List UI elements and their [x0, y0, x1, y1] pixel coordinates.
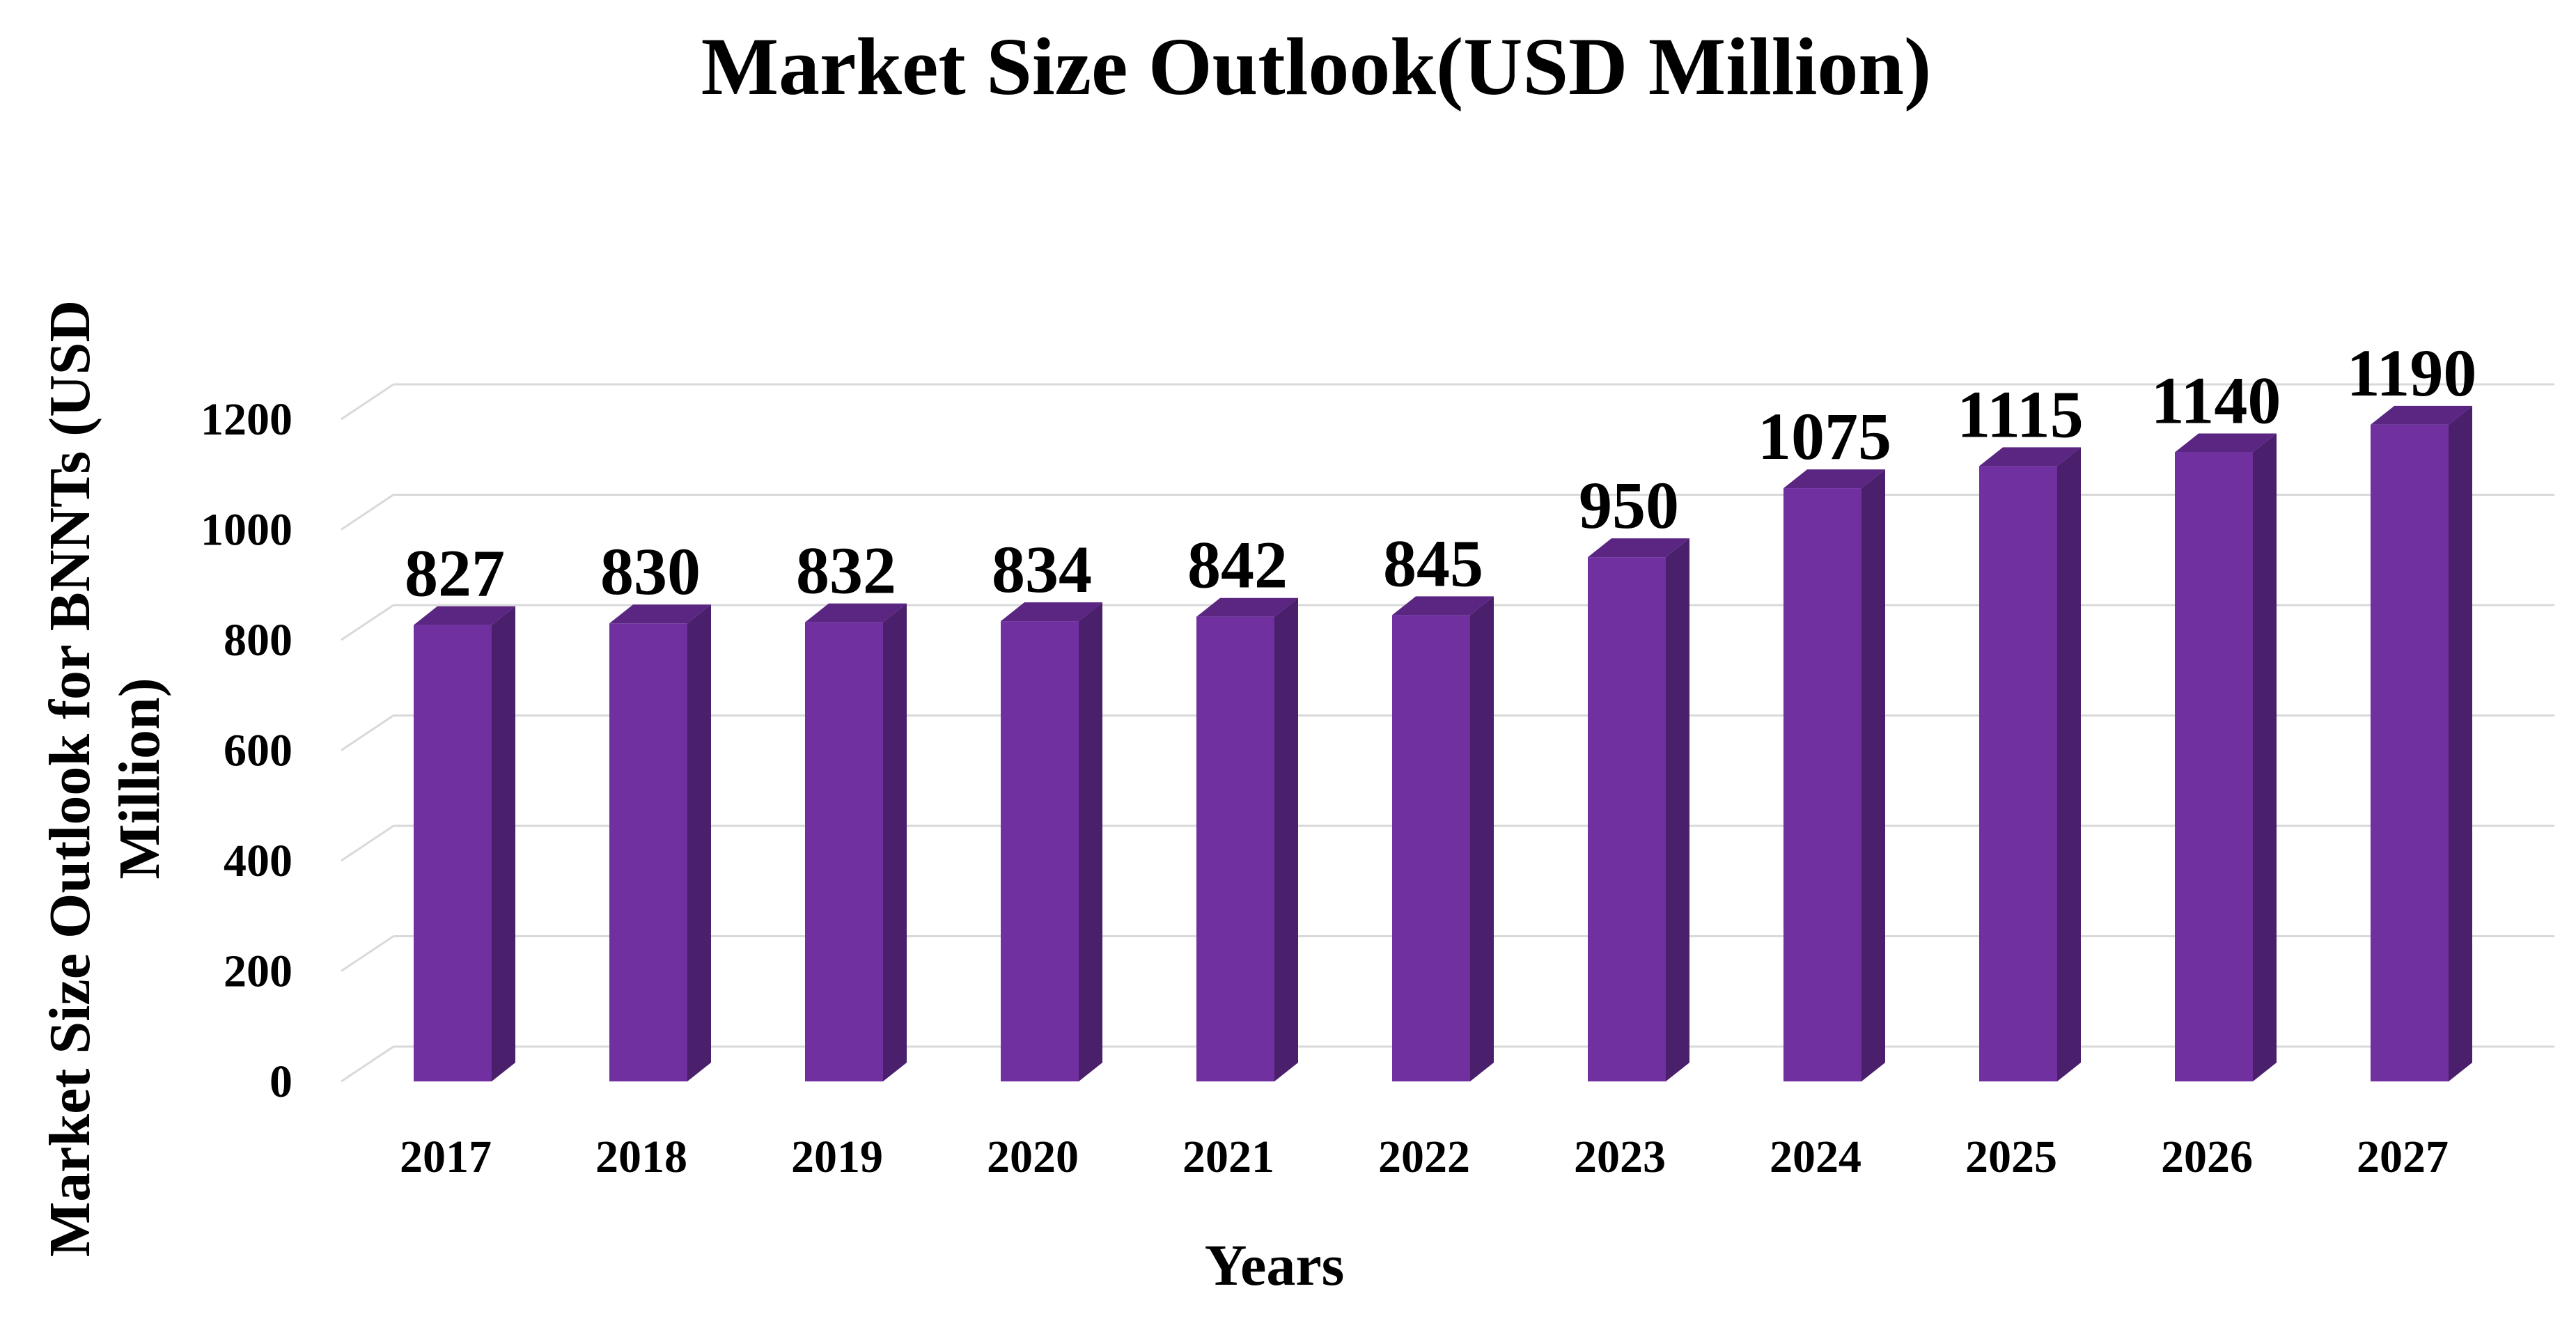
bar-front: [1196, 616, 1274, 1081]
y-axis-ticks: 0 200 400 600 800 1000 1200: [201, 394, 292, 1107]
bar-top: [414, 606, 515, 625]
gridline-depth: [341, 494, 394, 531]
bar-side: [883, 603, 907, 1081]
y-tick-label: 400: [224, 836, 292, 886]
x-tick-label: 2019: [791, 1132, 883, 1182]
x-tick-label: 2023: [1574, 1132, 1666, 1182]
bar-top: [1392, 596, 1494, 616]
bar: [1783, 469, 1885, 1081]
bar-front: [1588, 557, 1666, 1081]
bar-front: [805, 622, 883, 1081]
bar-top: [1196, 597, 1298, 617]
bar: [609, 604, 711, 1081]
y-tick-label: 1000: [201, 505, 292, 556]
bar-side: [687, 604, 711, 1081]
bar: [1392, 596, 1494, 1081]
x-tick-label: 2024: [1770, 1132, 1861, 1182]
data-label: 950: [1579, 468, 1679, 542]
bar-top: [2175, 433, 2277, 453]
bar-top: [2371, 405, 2472, 425]
gridline: [341, 383, 2554, 421]
x-tick-label: 2027: [2357, 1132, 2449, 1182]
bar-side: [2057, 447, 2081, 1081]
x-tick-label: 2017: [400, 1132, 492, 1182]
data-label: 845: [1383, 526, 1483, 600]
bar-front: [2371, 424, 2449, 1081]
bar-side: [1079, 602, 1102, 1081]
bar-top: [1001, 602, 1102, 622]
bar: [2175, 433, 2277, 1081]
chart-title: Market Size Outlook(USD Million): [701, 21, 1932, 112]
bar-side: [2253, 433, 2277, 1081]
bar: [2371, 405, 2472, 1081]
bar-side: [492, 606, 515, 1081]
y-tick-label: 0: [270, 1056, 292, 1107]
data-label: 1075: [1758, 399, 1891, 474]
gridline-depth: [341, 935, 394, 972]
data-label: 1115: [1957, 377, 2083, 451]
x-tick-label: 2026: [2161, 1132, 2253, 1182]
y-axis-title-line-2: Million): [107, 678, 172, 879]
bar-top: [609, 604, 711, 624]
bar-side: [2449, 405, 2472, 1081]
data-label: 830: [600, 534, 701, 609]
gridline-depth: [341, 604, 394, 641]
x-tick-label: 2021: [1182, 1132, 1274, 1182]
data-label: 842: [1187, 528, 1288, 602]
gridline-depth: [341, 714, 394, 751]
data-label: 832: [796, 533, 896, 608]
bar-top: [805, 603, 907, 623]
bar: [1979, 447, 2081, 1081]
bars: [414, 405, 2472, 1081]
bar-side: [1470, 596, 1494, 1081]
bar-front: [1979, 466, 2057, 1081]
bar-front: [609, 623, 687, 1081]
data-label: 1190: [2347, 336, 2477, 410]
x-tick-label: 2020: [987, 1132, 1079, 1182]
gridline-depth: [341, 1045, 394, 1083]
bar-top: [1588, 538, 1689, 558]
bar-front: [2175, 452, 2253, 1081]
bar: [805, 603, 907, 1081]
bar-front: [1392, 615, 1470, 1081]
bar-front: [414, 625, 492, 1081]
bar-side: [1861, 469, 1885, 1081]
bar: [1588, 538, 1689, 1081]
x-axis-ticks: 2017 2018 2019 2020 2021 2022 2023 2024 2025 2026…: [400, 1132, 2449, 1182]
y-tick-label: 1200: [201, 394, 292, 445]
bar: [1001, 602, 1102, 1081]
y-axis-title: Market Size Outlook for BNNTs (USD Milli…: [38, 300, 172, 1257]
y-tick-label: 800: [224, 615, 292, 666]
gridline-depth: [341, 824, 394, 862]
data-label: 834: [992, 532, 1092, 607]
bar-side: [1666, 538, 1689, 1081]
data-label: 1140: [2151, 363, 2281, 438]
bar: [414, 606, 515, 1081]
y-tick-label: 600: [224, 726, 292, 776]
x-tick-label: 2018: [595, 1132, 687, 1182]
y-axis-title-line-1: Market Size Outlook for BNNTs (USD: [38, 300, 102, 1257]
data-labels: 827 830 832 834 842 845 950 1075 1115 1140 1190: [405, 336, 2476, 611]
x-tick-label: 2025: [1965, 1132, 2057, 1182]
bar-side: [1274, 597, 1298, 1081]
bar: [1196, 597, 1298, 1081]
bar-front: [1001, 621, 1079, 1081]
bar-top: [1979, 447, 2081, 467]
bar-top: [1783, 469, 1885, 489]
x-axis-title: Years: [1205, 1233, 1345, 1298]
bar-front: [1783, 488, 1861, 1081]
gridline-depth: [341, 383, 394, 421]
y-tick-label: 200: [224, 946, 292, 997]
x-tick-label: 2022: [1378, 1132, 1470, 1182]
data-label: 827: [405, 536, 505, 611]
